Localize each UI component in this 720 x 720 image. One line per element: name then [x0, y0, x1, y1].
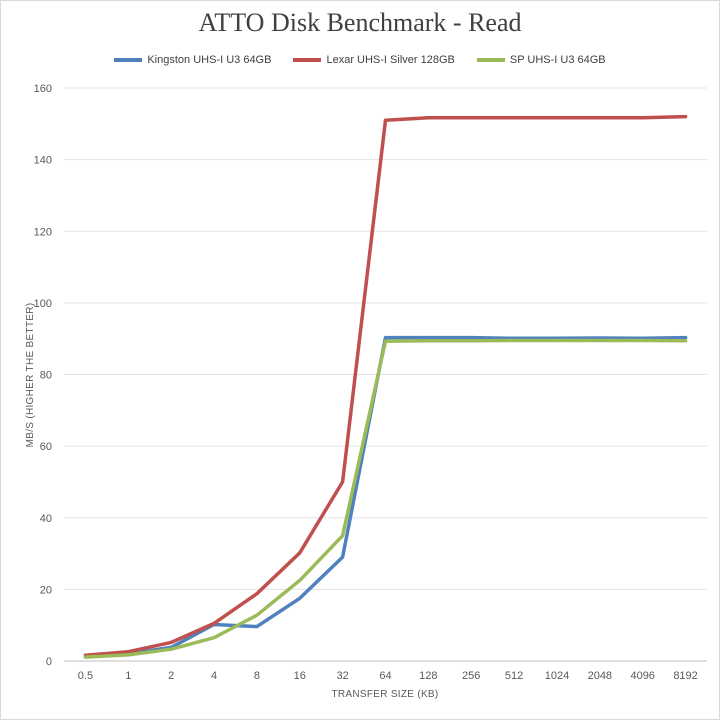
series-line-2: [83, 114, 688, 658]
y-axis-ticks: 0 20 40 60 80 100 120 140 160: [34, 83, 52, 668]
x-tick-label: 256: [462, 670, 480, 682]
y-tick-label: 80: [40, 370, 52, 382]
legend-item-2: Lexar UHS-I Silver 128GB: [293, 54, 455, 66]
x-axis-title: TRANSFER SIZE (KB): [331, 689, 438, 700]
legend-label: SP UHS-I U3 64GB: [509, 54, 606, 66]
y-tick-label: 60: [40, 441, 52, 453]
x-tick-label: 16: [294, 670, 306, 682]
y-tick-label: 160: [34, 83, 52, 95]
y-tick-label: 120: [34, 226, 52, 238]
series-line-1: [83, 335, 688, 659]
legend-swatch: [114, 58, 143, 62]
y-axis-title: MB/S (HIGHER THE BETTER): [25, 303, 36, 448]
chart-legend: Kingston UHS-I U3 64GB Lexar UHS-I Silver…: [0, 54, 720, 66]
x-tick-label: 512: [505, 670, 523, 682]
y-tick-label: 20: [40, 584, 52, 596]
legend-label: Kingston UHS-I U3 64GB: [147, 54, 272, 66]
legend-swatch: [293, 58, 322, 62]
chart-title: ATTO Disk Benchmark - Read: [198, 8, 522, 37]
x-tick-label: 8192: [673, 670, 697, 682]
legend-label: Lexar UHS-I Silver 128GB: [326, 54, 455, 66]
legend-swatch: [476, 58, 505, 62]
x-tick-label: 2048: [588, 670, 612, 682]
x-tick-label: 0.5: [78, 670, 93, 682]
x-tick-label: 1: [125, 670, 131, 682]
x-tick-label: 1024: [545, 670, 569, 682]
x-tick-label: 32: [337, 670, 349, 682]
x-tick-label: 64: [379, 670, 391, 682]
y-tick-label: 100: [34, 298, 52, 310]
y-tick-label: 0: [46, 656, 52, 668]
x-tick-label: 128: [419, 670, 437, 682]
legend-item-1: Kingston UHS-I U3 64GB: [114, 54, 271, 66]
legend-item-3: SP UHS-I U3 64GB: [476, 54, 606, 66]
x-axis-ticks: 0.5 1 2 4 8 16 32 64 128 256 512 1024 2048 4096 8192: [78, 670, 698, 682]
series-lines: [83, 114, 688, 659]
x-tick-label: 4096: [630, 670, 654, 682]
gridlines: [64, 87, 707, 662]
y-tick-label: 140: [34, 155, 52, 167]
x-tick-label: 4: [211, 670, 217, 682]
y-tick-label: 40: [40, 513, 52, 525]
x-tick-label: 2: [168, 670, 174, 682]
series-line-3: [83, 338, 688, 659]
x-tick-label: 8: [254, 670, 260, 682]
